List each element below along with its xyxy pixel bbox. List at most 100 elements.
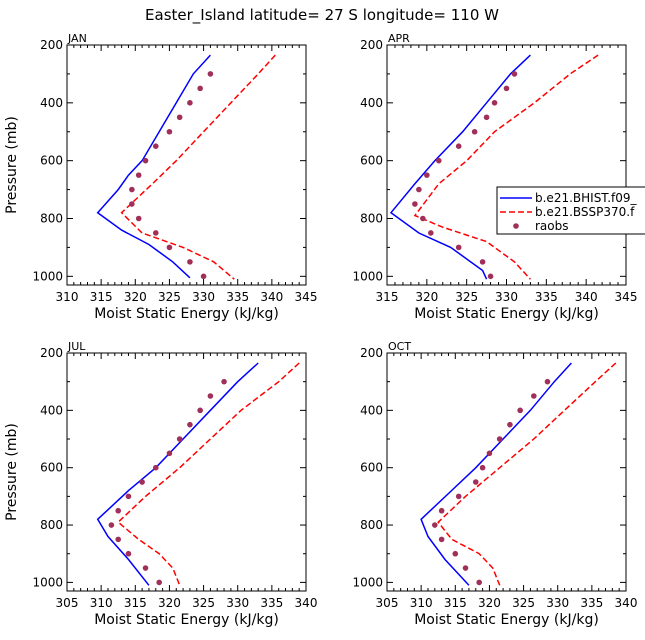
raobs-point [455, 493, 462, 500]
x-tick-label: 305 [56, 596, 79, 610]
raobs-point [517, 407, 523, 414]
x-tick-label: 330 [546, 596, 569, 610]
raobs-point [438, 507, 445, 514]
plot-frame [66, 352, 307, 592]
raobs-point [108, 522, 115, 528]
legend-box [496, 186, 645, 235]
panel-label: APR [388, 32, 410, 45]
legend-label: raobs [535, 219, 569, 233]
hist-line [389, 54, 531, 280]
x-tick-label: 325 [158, 290, 181, 304]
x-tick-label: 335 [580, 596, 603, 610]
x-axis-label: Moist Static Energy (kJ/kg) [414, 612, 599, 628]
x-tick-label: 315 [376, 290, 399, 304]
x-tick-label: 320 [415, 290, 438, 304]
raobs-point [166, 128, 173, 135]
y-tick-label: 800 [360, 211, 383, 225]
raobs-point [176, 114, 183, 121]
raobs-point [139, 479, 145, 485]
raobs-point [156, 579, 162, 586]
y-tick-label: 200 [360, 346, 383, 360]
y-tick-label: 400 [40, 403, 63, 417]
raobs-point [221, 378, 227, 385]
x-tick-label: 330 [495, 290, 518, 304]
plot-frame [66, 44, 307, 286]
raobs-point [432, 522, 438, 528]
x-tick-label: 315 [124, 596, 147, 610]
y-tick-label: 200 [40, 38, 63, 52]
raobs-point [197, 85, 203, 92]
y-tick-label: 600 [40, 154, 63, 168]
hist-line [96, 362, 259, 586]
y-axis-label: Pressure (mb) [4, 116, 20, 214]
figure-title: Easter_Island latitude= 27 S longitude= … [145, 6, 499, 25]
raobs-point [197, 407, 203, 414]
panel-label: OCT [388, 340, 411, 353]
raobs-point [152, 230, 159, 236]
x-tick-label: 325 [512, 596, 535, 610]
y-tick-label: 600 [40, 461, 63, 475]
raobs-point [507, 421, 513, 428]
y-tick-label: 400 [40, 96, 63, 110]
raobs-point [187, 259, 193, 265]
raobs-point [487, 273, 494, 280]
x-tick-label: 330 [192, 290, 215, 304]
x-tick-label: 315 [90, 290, 113, 304]
raobs-point [491, 100, 498, 106]
x-axis-label: Moist Static Energy (kJ/kg) [94, 306, 279, 322]
raobs-point [496, 436, 503, 442]
raobs-point [435, 157, 442, 164]
panel-oct: OCT 305 310 315 320 325 330 335 340 200 400 600 800 1… [352, 340, 637, 628]
raobs-point [115, 536, 122, 543]
raobs-point [438, 536, 445, 543]
raobs-point [142, 157, 149, 164]
raobs-point [486, 450, 493, 457]
raobs-point [166, 244, 173, 251]
raobs-point [176, 436, 183, 442]
y-axis-label: Pressure (mb) [4, 423, 20, 521]
raobs-point [129, 201, 135, 207]
y-tick-label: 800 [360, 518, 383, 532]
raobs-point [187, 100, 193, 106]
legend-label: b.e21.BSSP370.f [535, 205, 635, 219]
raobs-point [476, 579, 482, 586]
x-tick-label: 335 [260, 596, 283, 610]
x-tick-label: 325 [192, 596, 215, 610]
x-tick-label: 345 [615, 290, 638, 304]
ssp370-line [117, 362, 300, 586]
y-tick-label: 1000 [352, 575, 383, 589]
raobs-point [125, 493, 132, 500]
hist-line [420, 362, 572, 586]
x-tick-label: 310 [410, 596, 433, 610]
y-tick-label: 800 [40, 518, 63, 532]
ssp370-line [413, 54, 599, 280]
raobs-point [479, 464, 486, 471]
panel-jan: JAN 310 315 320 325 330 335 340 345 200 400 600 800 1… [4, 32, 317, 322]
raobs-point [166, 450, 173, 457]
legend-label: b.e21.BHIST.f09_ [535, 191, 638, 205]
x-tick-label: 315 [444, 596, 467, 610]
raobs-point [511, 71, 518, 77]
raobs-point [207, 71, 214, 77]
raobs-point [115, 507, 122, 514]
raobs-point [129, 186, 135, 193]
raobs-point [424, 172, 430, 178]
raobs-point [207, 393, 214, 399]
panel-label: JUL [67, 340, 86, 353]
x-tick-label: 325 [455, 290, 478, 304]
raobs-point [135, 172, 142, 178]
x-tick-label: 340 [615, 596, 638, 610]
raobs-point [200, 273, 207, 280]
plot-frame [386, 44, 627, 286]
y-tick-label: 1000 [352, 269, 383, 283]
y-tick-label: 1000 [32, 575, 63, 589]
x-tick-label: 320 [158, 596, 181, 610]
raobs-point [152, 464, 159, 471]
raobs-point [544, 378, 551, 385]
raobs-point [125, 550, 132, 557]
raobs-point [462, 565, 469, 571]
y-tick-label: 600 [360, 461, 383, 475]
panel-jul: JUL 305 310 315 320 325 330 335 340 200 400 600 800 1… [4, 340, 317, 628]
